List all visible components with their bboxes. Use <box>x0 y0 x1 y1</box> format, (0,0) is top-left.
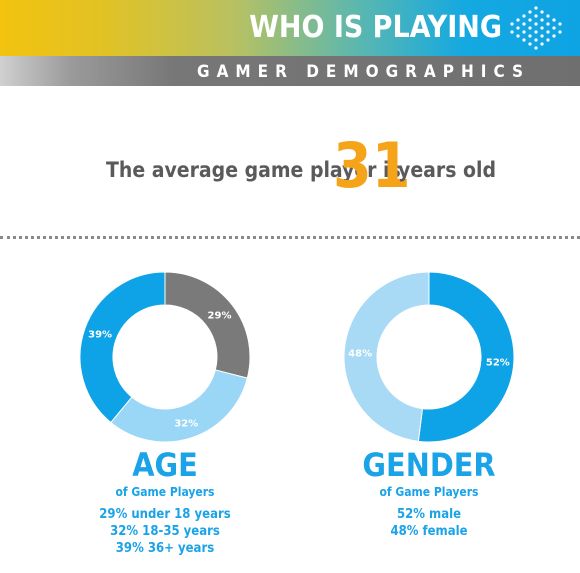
gender-stat-male: 52% male <box>396 507 462 522</box>
age-slice-label-1: 32% <box>174 419 198 430</box>
headline-suffix: years old <box>398 158 496 182</box>
gender-title: GENDER <box>362 446 496 484</box>
gender-subtitle: of Game Players <box>379 485 479 499</box>
average-age-headline: The average game player is 31 years old <box>0 130 580 210</box>
gender-slice-label-1: 48% <box>348 349 372 360</box>
gender-slice-1 <box>344 271 430 442</box>
age-slice-2 <box>80 271 166 424</box>
header-banner: WHO IS PLAYING <box>0 0 580 56</box>
headline-prefix: The average game player is <box>106 158 401 182</box>
subheader-bar: GAMER DEMOGRAPHICS <box>0 56 580 86</box>
age-slice-label-0: 29% <box>208 311 232 322</box>
age-slice-label-2: 39% <box>88 330 112 341</box>
gender-slice-0 <box>417 271 514 443</box>
gender-donut-chart: 52% 48% <box>344 271 514 443</box>
dotted-arrow-icon <box>510 6 562 50</box>
page-title: WHO IS PLAYING <box>249 10 502 45</box>
age-slice-0 <box>164 271 250 379</box>
age-subtitle: of Game Players <box>115 485 215 499</box>
dotted-divider <box>0 236 580 239</box>
age-donut-chart: 29% 32% 39% <box>80 271 250 443</box>
age-slice-1 <box>110 369 248 443</box>
age-stat-36-plus: 39% 36+ years <box>115 541 215 556</box>
age-stat-18-35: 32% 18-35 years <box>110 524 220 539</box>
average-age-number: 31 <box>333 129 411 202</box>
subheader-title: GAMER DEMOGRAPHICS <box>197 62 530 82</box>
gender-stat-female: 48% female <box>390 524 468 539</box>
age-title: AGE <box>132 446 198 484</box>
gender-slice-label-0: 52% <box>486 357 510 368</box>
age-stat-under-18: 29% under 18 years <box>99 507 231 522</box>
